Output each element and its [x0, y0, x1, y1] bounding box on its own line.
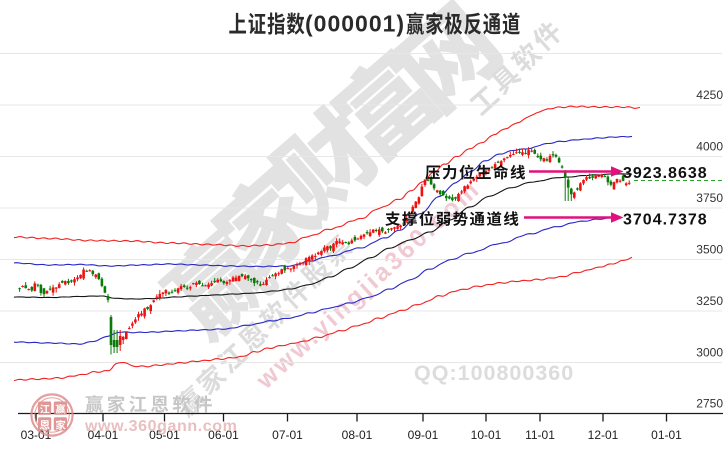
- svg-text:05-01: 05-01: [149, 428, 180, 442]
- svg-text:3000: 3000: [696, 346, 723, 360]
- svg-text:12-01: 12-01: [588, 428, 619, 442]
- svg-text:QQ:100800360: QQ:100800360: [414, 361, 574, 385]
- svg-text:(000001): (000001): [305, 11, 405, 37]
- svg-text:04-01: 04-01: [88, 428, 119, 442]
- svg-text:11-01: 11-01: [525, 428, 555, 442]
- svg-text:3704.7378: 3704.7378: [623, 212, 708, 229]
- svg-text:3750: 3750: [696, 191, 723, 205]
- svg-text:10-01: 10-01: [471, 428, 502, 442]
- svg-text:3923.8638: 3923.8638: [623, 165, 708, 182]
- svg-text:01-01: 01-01: [651, 428, 682, 442]
- svg-text:09-01: 09-01: [408, 428, 439, 442]
- svg-text:08-01: 08-01: [342, 428, 373, 442]
- svg-text:03-01: 03-01: [21, 428, 52, 442]
- svg-text:4000: 4000: [696, 140, 723, 154]
- svg-text:3250: 3250: [696, 294, 723, 308]
- svg-text:06-01: 06-01: [208, 428, 239, 442]
- svg-text:www.360gann.com: www.360gann.com: [84, 418, 237, 435]
- svg-text:3500: 3500: [696, 243, 723, 257]
- svg-text:07-01: 07-01: [272, 428, 303, 442]
- svg-text:4250: 4250: [696, 88, 723, 102]
- svg-text:2750: 2750: [696, 397, 723, 411]
